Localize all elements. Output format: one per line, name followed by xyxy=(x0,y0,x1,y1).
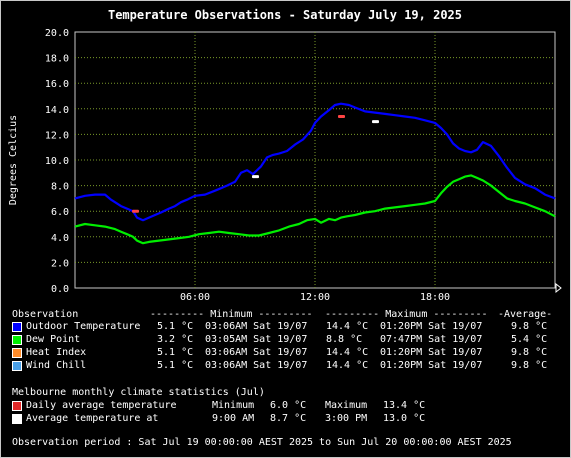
y-tick-label: 18.0 xyxy=(45,54,69,65)
legend-max-time: 07:47PM Sat 19/07 xyxy=(380,334,483,345)
x-tick-label: 18:00 xyxy=(420,292,450,300)
legend-name: Dew Point xyxy=(26,334,81,345)
climate-v2: 13.4 °C xyxy=(383,400,426,411)
climate-marker xyxy=(338,114,345,118)
y-tick-label: 14.0 xyxy=(45,105,69,116)
observation-period: Observation period : Sat Jul 19 00:00:00… xyxy=(12,437,512,448)
legend-name: Heat Index xyxy=(26,347,87,358)
legend-min: 5.1 °C xyxy=(157,347,194,358)
y-tick-label: 16.0 xyxy=(45,79,69,90)
legend-min: 5.1 °C xyxy=(157,321,194,332)
series-line-outdoor-temperature xyxy=(74,102,556,222)
y-axis-label: Degrees Celcius xyxy=(8,115,19,205)
climate-c2: Maximum xyxy=(325,400,368,411)
climate-v2: 13.0 °C xyxy=(383,413,426,424)
climate-c2: 3:00 PM xyxy=(325,413,368,424)
x-tick-label: 12:00 xyxy=(300,292,330,300)
legend-min: 5.1 °C xyxy=(157,360,194,371)
x-tick-label: 06:00 xyxy=(180,292,210,300)
legend-header-minimum: --------- Minimum --------- xyxy=(150,309,313,320)
legend-name: Wind Chill xyxy=(26,360,87,371)
y-tick-label: 10.0 xyxy=(45,156,69,167)
y-tick-label: 2.0 xyxy=(51,258,69,269)
climate-c1: Minimum xyxy=(212,400,255,411)
climate-label: Daily average temperature xyxy=(26,400,177,411)
series-line-dew-point xyxy=(74,174,556,245)
legend-max-time: 01:20PM Sat 19/07 xyxy=(380,321,483,332)
y-tick-label: 8.0 xyxy=(51,182,69,193)
climate-marker xyxy=(372,120,379,124)
y-tick-label: 12.0 xyxy=(45,130,69,141)
legend-name: Outdoor Temperature xyxy=(26,321,141,332)
legend-min-time: 03:05AM Sat 19/07 xyxy=(205,334,308,345)
climate-swatch xyxy=(12,414,22,424)
legend-min-time: 03:06AM Sat 19/07 xyxy=(205,360,308,371)
legend-swatch xyxy=(12,348,22,358)
legend-header-observation: Observation xyxy=(12,309,79,320)
climate-v1: 6.0 °C xyxy=(270,400,307,411)
legend-max: 14.4 °C xyxy=(326,347,369,358)
y-tick-label: 4.0 xyxy=(51,233,69,244)
legend-avg: 9.8 °C xyxy=(511,360,548,371)
y-tick-label: 0.0 xyxy=(51,284,69,295)
legend-max-time: 01:20PM Sat 19/07 xyxy=(380,347,483,358)
climate-title: Melbourne monthly climate statistics (Ju… xyxy=(12,387,265,398)
climate-label: Average temperature at xyxy=(26,413,159,424)
chart-title: Temperature Observations - Saturday July… xyxy=(108,8,462,22)
legend-min-time: 03:06AM Sat 19/07 xyxy=(205,347,308,358)
legend-max: 8.8 °C xyxy=(326,334,363,345)
legend-header-average: -Average- xyxy=(498,309,553,320)
legend-avg: 9.8 °C xyxy=(511,321,548,332)
temperature-chart: Temperature Observations - Saturday July… xyxy=(8,8,562,300)
legend-max: 14.4 °C xyxy=(326,321,369,332)
legend-header-maximum: --------- Maximum --------- xyxy=(325,309,488,320)
climate-marker xyxy=(252,175,259,179)
x-axis-arrow xyxy=(555,282,562,294)
climate-c1: 9:00 AM xyxy=(212,413,255,424)
climate-swatch xyxy=(12,401,22,411)
legend-swatch xyxy=(12,335,22,345)
legend-swatch xyxy=(12,361,22,371)
legend-swatch xyxy=(12,322,22,332)
y-tick-label: 20.0 xyxy=(45,28,69,39)
legend-avg: 9.8 °C xyxy=(511,347,548,358)
y-tick-label: 6.0 xyxy=(51,207,69,218)
legend-min: 3.2 °C xyxy=(157,334,194,345)
climate-marker xyxy=(132,209,139,213)
legend-max-time: 01:20PM Sat 19/07 xyxy=(380,360,483,371)
legend-min-time: 03:06AM Sat 19/07 xyxy=(205,321,308,332)
legend-avg: 5.4 °C xyxy=(511,334,548,345)
climate-v1: 8.7 °C xyxy=(270,413,307,424)
legend-max: 14.4 °C xyxy=(326,360,369,371)
